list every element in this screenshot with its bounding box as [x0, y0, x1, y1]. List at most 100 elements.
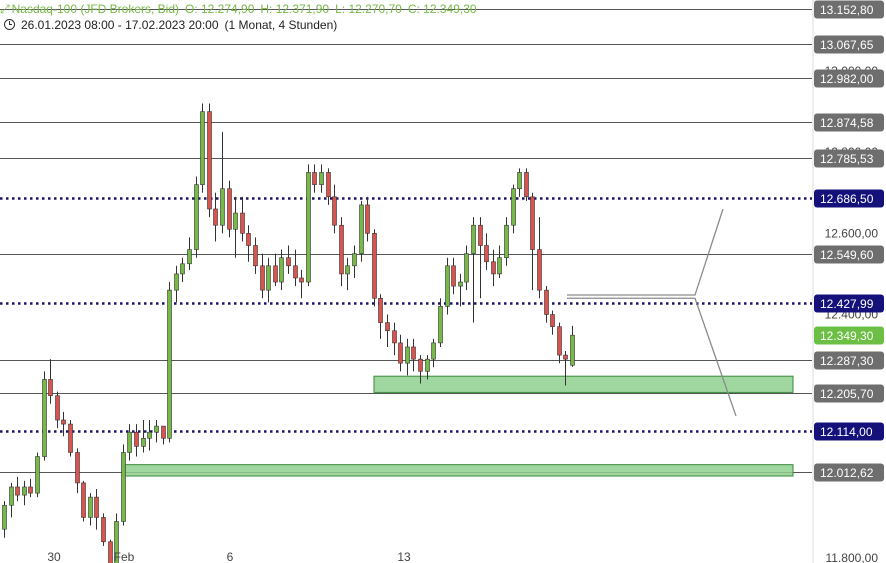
level-label-bg [814, 294, 884, 313]
candle-body [365, 204, 370, 234]
candle-body [273, 265, 278, 283]
candle-body [405, 346, 410, 364]
y-axis: 13.000,0012.800,0012.600,0012.400,0011.8… [812, 0, 884, 563]
candle-body [511, 188, 516, 226]
candle-body [68, 423, 73, 453]
candle-body [147, 431, 152, 439]
level-label: 12.427,99 [820, 297, 874, 311]
candle-body [385, 322, 390, 332]
level-label-bg [814, 149, 884, 168]
candle-body [458, 281, 463, 287]
level-label-bg [814, 351, 884, 370]
candle-body [114, 521, 119, 563]
y-tick-label: 11.800,00 [826, 551, 879, 563]
low-value: L: 12.270,70 [335, 2, 402, 16]
candle-body [94, 496, 99, 518]
level-label: 13.067,65 [820, 38, 874, 52]
candle-body [471, 224, 476, 254]
candle-body [279, 257, 284, 283]
candle-body [293, 265, 298, 279]
candle-body [537, 249, 542, 291]
candle-body [378, 297, 383, 323]
candle-body [326, 172, 331, 198]
candle-body [220, 188, 225, 226]
candle-body [504, 224, 509, 258]
candle-body [233, 212, 238, 230]
symbol-name: Nasdaq-100 (JFD Brokers, Bid) [11, 2, 179, 16]
support-zones [124, 375, 794, 477]
horizontal-levels [0, 9, 812, 473]
candle-body [167, 289, 172, 439]
candle-body [524, 172, 529, 198]
candle-body [550, 314, 555, 327]
level-label: 12.874,58 [820, 116, 874, 130]
level-label: 12.686,50 [820, 192, 874, 206]
candle-body [81, 482, 86, 518]
level-label-bg [814, 113, 884, 132]
candle-body [246, 233, 251, 246]
candle-body [42, 379, 47, 457]
level-label-bg [814, 245, 884, 264]
candle-body [332, 196, 337, 226]
level-label-bg [814, 326, 884, 345]
candle-body [108, 541, 113, 563]
close-value: C: 12.349,30 [407, 2, 477, 16]
candle-body [418, 358, 423, 372]
date-range: 26.01.2023 08:00 - 17.02.2023 20:00 [21, 18, 219, 32]
candle-body [570, 334, 575, 366]
level-label: 12.012,62 [820, 466, 874, 480]
candle-body [15, 486, 20, 496]
level-label: 12.287,30 [820, 354, 874, 368]
candle-body [478, 224, 483, 246]
candle-body [227, 188, 232, 230]
candle-body [55, 395, 60, 421]
projection-line [567, 297, 737, 417]
collapse-icon[interactable]: ⤢ [0, 2, 10, 16]
candle-body [28, 486, 33, 494]
candle-body [35, 456, 40, 494]
candle-body [154, 425, 159, 433]
candle-body [352, 253, 357, 267]
candle-body [88, 496, 93, 518]
high-value: H: 12.371,90 [260, 2, 330, 16]
candle-body [339, 224, 344, 275]
trend-drawings [567, 208, 737, 417]
candle-body [194, 184, 199, 250]
x-tick-label: Feb [114, 550, 135, 563]
level-label: 12.205,70 [820, 387, 874, 401]
candle-body [517, 172, 522, 189]
candle-body [200, 111, 205, 185]
candle-body [187, 249, 192, 265]
candle-body [319, 172, 324, 185]
level-label-bg [814, 463, 884, 482]
candle-body [161, 425, 166, 439]
level-label-bg [814, 422, 884, 441]
candle-body [127, 431, 132, 453]
candle-body [286, 257, 291, 267]
projection-line [567, 208, 724, 296]
interval-label: (1 Monat, 4 Stunden) [224, 18, 338, 32]
y-tick-label: 12.600,00 [825, 226, 879, 240]
candle-body [425, 358, 430, 372]
candle-body [491, 261, 496, 275]
candle-body [260, 265, 265, 291]
x-tick-label: 30 [47, 550, 61, 563]
candle-body [451, 265, 456, 287]
candle-body [2, 504, 7, 530]
level-label: 12.549,60 [820, 248, 874, 262]
candle-body [530, 196, 535, 250]
candle-body [180, 263, 185, 275]
candle-body [240, 212, 245, 234]
level-label-bg [814, 189, 884, 208]
level-label: 12.114,00 [820, 425, 873, 439]
candle-body [359, 204, 364, 254]
candlesticks [2, 103, 575, 563]
level-label-bg [814, 69, 884, 88]
candle-body [392, 330, 397, 344]
candle-body [372, 233, 377, 299]
level-label-bg [814, 35, 884, 54]
candle-body [141, 437, 146, 447]
open-value: O: 12.274,90 [185, 2, 255, 16]
candle-body [61, 419, 66, 425]
